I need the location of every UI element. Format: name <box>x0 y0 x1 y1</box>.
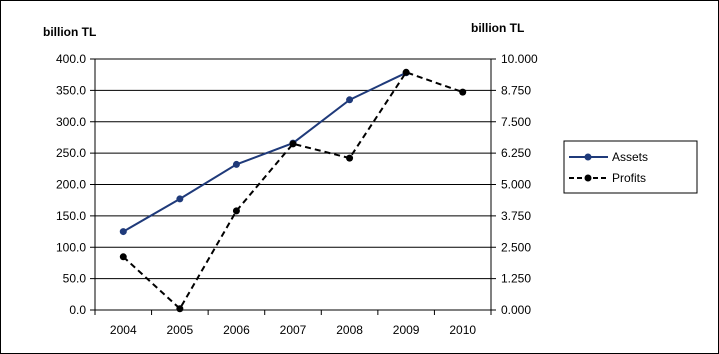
left-axis-tick-label: 50.0 <box>63 272 87 286</box>
left-axis-tick-label: 400.0 <box>56 52 86 66</box>
profits-data-point <box>232 207 240 215</box>
right-axis-tick-label: 8.750 <box>501 83 531 97</box>
left-axis-tick-label: 100.0 <box>56 240 86 254</box>
legend-assets-swatch-marker <box>584 153 592 161</box>
profits-data-point <box>176 305 184 313</box>
right-axis-unit-label: billion TL <box>471 21 524 35</box>
x-axis-tick-label: 2004 <box>110 323 137 337</box>
assets-data-point <box>232 160 240 168</box>
x-axis-tick-label: 2009 <box>393 323 420 337</box>
x-axis-tick-label: 2008 <box>336 323 363 337</box>
legend-assets-label: Assets <box>612 150 648 164</box>
profits-data-point <box>402 68 410 76</box>
legend-box <box>563 140 698 194</box>
left-axis-tick-label: 350.0 <box>56 83 86 97</box>
legend-profits-label: Profits <box>612 171 646 185</box>
right-axis-tick-label: 7.500 <box>501 115 531 129</box>
x-axis-tick-label: 2010 <box>449 323 476 337</box>
x-axis-tick-label: 2006 <box>223 323 250 337</box>
left-axis-unit-label: billion TL <box>43 25 96 39</box>
left-axis-tick-label: 200.0 <box>56 178 86 192</box>
profits-data-point <box>289 140 297 148</box>
right-axis-tick-label: 6.250 <box>501 146 531 160</box>
left-axis-tick-label: 300.0 <box>56 115 86 129</box>
assets-series-line <box>122 71 407 233</box>
legend: Assets Profits <box>563 140 698 194</box>
left-axis-tick-label: 0.0 <box>69 303 86 317</box>
profits-data-point <box>346 154 354 162</box>
profits-data-point <box>459 88 467 96</box>
right-axis-tick-label: 0.000 <box>501 303 531 317</box>
assets-data-point <box>346 96 354 104</box>
right-axis-tick-label: 1.250 <box>501 272 531 286</box>
x-axis-tick-label: 2005 <box>167 323 194 337</box>
right-axis-tick-label: 5.000 <box>501 178 531 192</box>
assets-data-point <box>119 228 127 236</box>
assets-data-point <box>176 195 184 203</box>
profits-data-point <box>119 253 127 261</box>
right-axis-tick-label: 10.000 <box>501 52 538 66</box>
left-axis-tick-label: 250.0 <box>56 146 86 160</box>
left-axis-tick-label: 150.0 <box>56 209 86 223</box>
right-axis-tick-label: 3.750 <box>501 209 531 223</box>
right-axis-tick-label: 2.500 <box>501 240 531 254</box>
plot-area: 0.0 0.000 50.0 1.250 100.0 2.500 150.0 3.750 200… <box>56 52 538 337</box>
legend-profits-swatch-marker <box>584 174 592 182</box>
x-axis-tick-label: 2007 <box>280 323 307 337</box>
profits-series-line <box>122 71 464 311</box>
